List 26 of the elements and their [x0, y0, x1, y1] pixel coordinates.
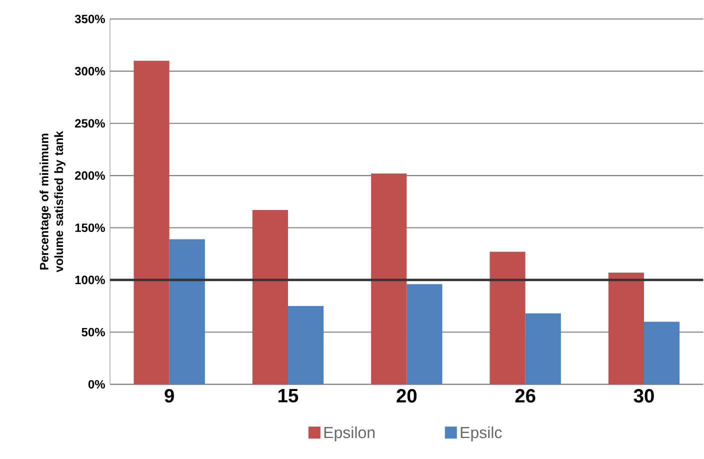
- bar: [134, 60, 170, 384]
- y-tick-label: 350%: [74, 14, 105, 24]
- y-tick-label: 100%: [75, 276, 105, 284]
- y-axis-title: Percentage of minimum volume satisfied by tank: [40, 130, 66, 272]
- bar: [288, 306, 324, 384]
- legend-label: Epsilon: [324, 426, 375, 442]
- x-tick-label: 26: [515, 389, 536, 403]
- bar: [371, 173, 407, 384]
- y-tick-label: 200%: [75, 171, 105, 180]
- y-tick-label: 250%: [75, 119, 105, 128]
- x-tick-label: 9: [164, 389, 174, 403]
- bar: [644, 322, 680, 384]
- legend-label: Epsilc: [460, 426, 502, 442]
- x-tick-label: 15: [278, 389, 298, 402]
- bar: [525, 313, 561, 384]
- x-tick-label: 20: [396, 389, 417, 403]
- y-tick-label: 300%: [74, 66, 105, 76]
- bar: [608, 272, 644, 384]
- bar: [490, 252, 526, 384]
- x-tick-label: 30: [634, 389, 654, 403]
- bar: [169, 239, 205, 384]
- y-tick-label: 50%: [82, 328, 105, 336]
- bar: [406, 284, 442, 384]
- y-tick-label: 150%: [75, 223, 105, 232]
- bar: [252, 210, 288, 384]
- y-tick-label: 0%: [88, 380, 105, 389]
